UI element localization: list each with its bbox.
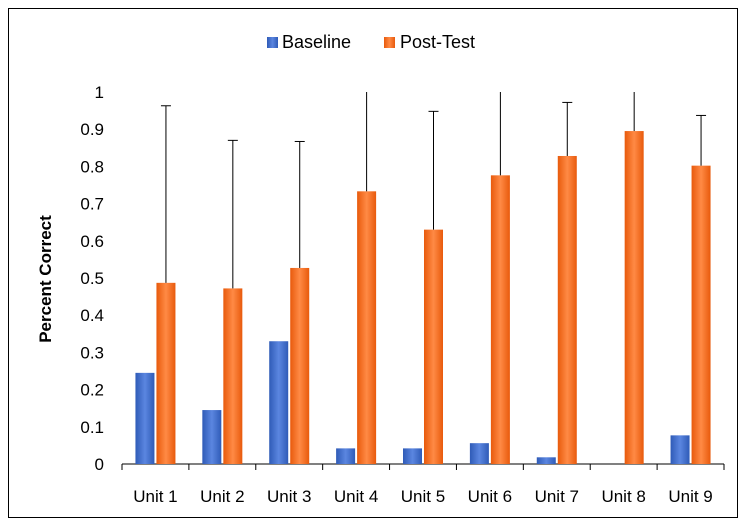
x-tick-label: Unit 3 xyxy=(267,487,311,506)
bar-baseline xyxy=(670,435,690,464)
bar-post-test xyxy=(557,155,577,464)
legend-swatch-baseline xyxy=(267,37,278,48)
bar-post-test xyxy=(156,282,176,464)
bar-post-test xyxy=(490,175,510,464)
bar-baseline xyxy=(135,372,155,464)
bar-post-test xyxy=(290,267,310,464)
y-tick-label: 0.1 xyxy=(80,418,104,437)
legend-label-post-test: Post-Test xyxy=(400,32,475,52)
y-tick-label: 0.4 xyxy=(80,306,104,325)
bar-post-test xyxy=(223,288,243,464)
bar-post-test xyxy=(624,131,644,464)
legend-swatch-post-test xyxy=(384,37,395,48)
y-tick-label: 0.8 xyxy=(80,157,104,176)
bar-baseline xyxy=(336,448,356,464)
bar-post-test xyxy=(424,229,443,464)
y-tick-label: 0.6 xyxy=(80,232,104,251)
bar-post-test xyxy=(357,191,377,464)
y-tick-label: 0.7 xyxy=(80,195,104,214)
y-tick-label: 0 xyxy=(95,455,104,474)
bar-post-test xyxy=(691,165,711,464)
y-tick-label: 0.2 xyxy=(80,381,104,400)
bar-baseline xyxy=(403,448,422,464)
legend-label-baseline: Baseline xyxy=(282,32,351,52)
bar-baseline xyxy=(202,410,222,464)
x-tick-label: Unit 2 xyxy=(200,487,244,506)
x-tick-label: Unit 5 xyxy=(401,487,445,506)
x-tick-label: Unit 7 xyxy=(535,487,579,506)
y-tick-label: 0.5 xyxy=(80,269,104,288)
x-tick-label: Unit 6 xyxy=(468,487,512,506)
x-tick-label: Unit 1 xyxy=(133,487,177,506)
y-axis-title: Percent Correct xyxy=(36,215,55,343)
legend: Baseline Post-Test xyxy=(267,32,475,52)
x-tick-label: Unit 8 xyxy=(601,487,645,506)
x-tick-label: Unit 9 xyxy=(668,487,712,506)
x-tick-label: Unit 4 xyxy=(334,487,378,506)
bar-baseline xyxy=(269,341,289,464)
y-tick-label: 0.9 xyxy=(80,120,104,139)
chart-frame: Baseline Post-Test Percent Correct 0 0.1 0… xyxy=(8,8,738,518)
y-tick-label: 0.3 xyxy=(80,343,104,362)
y-tick-label: 1 xyxy=(95,83,104,102)
bar-chart: Baseline Post-Test Percent Correct 0 0.1 0… xyxy=(36,32,725,506)
bar-baseline xyxy=(536,457,556,464)
bar-baseline xyxy=(469,443,489,464)
